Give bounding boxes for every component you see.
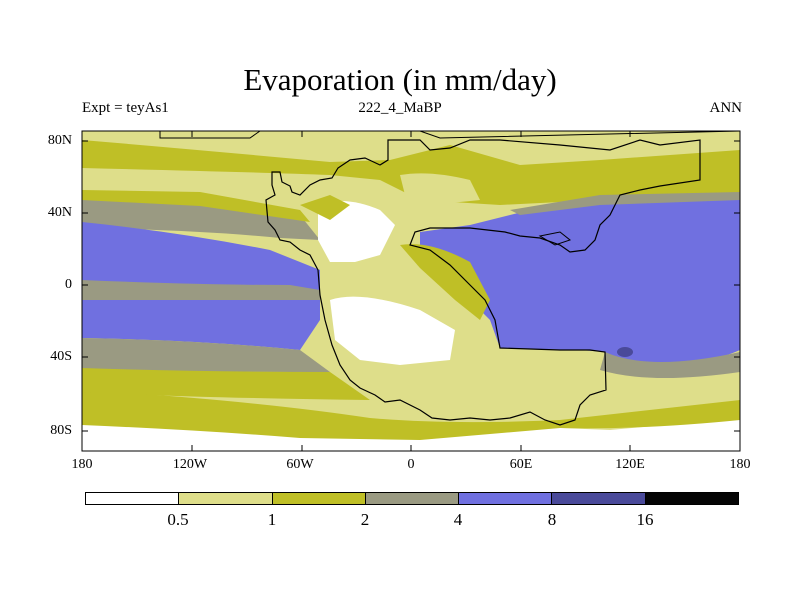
x-label-60e: 60E [509,457,533,472]
field-white-north-pangaea [318,201,395,262]
colorbar-segment [272,493,366,504]
x-label-120w: 120W [172,457,208,472]
y-label-0: 0 [65,277,72,292]
polar-coastline [82,131,740,139]
field-light-north-interior [400,173,480,205]
colorbar-segment [179,493,273,504]
field-olive-patch [300,195,350,220]
colorbar-segment [365,493,460,504]
field-grey-tethys-north [510,192,740,215]
x-label-60w: 60W [286,457,314,472]
island-outline [538,231,572,246]
y-label-80n: 80N [47,133,72,148]
colorbar-label: 4 [453,510,463,529]
field-grey-north-pacific [82,195,320,240]
colorbar-segment [552,493,646,504]
field-grey-pacific-equator [82,280,320,300]
axis-ticks [81,131,741,451]
colorbar-segment [645,493,738,504]
colorbar-label: 8 [547,510,557,529]
colorbar-label: 2 [360,510,370,529]
field-olive-interior [400,244,490,320]
time-label: 222_4_MaBP [358,100,442,116]
y-label-40s: 40S [50,349,72,364]
season-label: ANN [709,100,743,116]
colorbar-label: 1 [267,510,277,529]
field-white-south-pangaea [330,296,455,365]
x-label-120e: 120E [615,457,645,472]
y-label-80s: 80S [50,423,72,438]
map-field [82,131,740,451]
field-darkblue-spot [617,347,633,357]
colorbar [85,492,739,505]
field-grey-tethys-south [600,352,740,379]
continent-outline [265,139,701,426]
field-grey-south-pacific [82,338,330,372]
field-blue-tethys [420,196,740,368]
field-olive-south-pacific [82,368,370,400]
map-title: Evaporation (in mm/day) [243,62,557,97]
x-label-0: 0 [407,457,415,472]
field-olive-south-band [82,390,740,440]
field-olive-north-pacific [82,190,310,222]
colorbar-segment [86,493,180,504]
x-label-180e: 180 [729,457,751,472]
x-label-180w: 180 [71,457,93,472]
field-olive-north-band [82,140,740,205]
colorbar-segment [459,493,553,504]
colorbar-label: 0.5 [167,510,189,529]
y-label-40n: 40N [47,205,72,220]
colorbar-label: 16 [636,510,654,529]
experiment-label: Expt = teyAs1 [82,100,169,116]
